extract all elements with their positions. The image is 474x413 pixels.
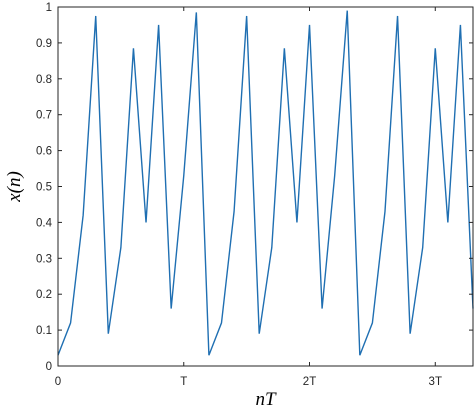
x-tick-label: 2T (303, 376, 316, 388)
x-tick-label: 3T (429, 376, 442, 388)
y-tick-label: 0.8 (36, 74, 52, 86)
y-tick-label: 0.7 (36, 110, 52, 122)
y-tick-label: 0.9 (36, 38, 52, 50)
ticks-layer: 0 T 2T 3T 0 0.1 0.2 0.3 0.4 0.5 0.6 0.7 0.8 0.9 1 (36, 2, 473, 388)
y-tick-label: 0.6 (36, 146, 52, 158)
x-tick-label: T (180, 376, 187, 388)
y-tick-label: 0.1 (36, 325, 52, 337)
y-tick-label: 0.2 (36, 289, 52, 301)
x-tick-label: 0 (55, 376, 61, 388)
y-tick-label: 0.3 (36, 253, 52, 265)
y-axis-label: x(n) (4, 171, 25, 203)
x-axis-label: nT (255, 389, 277, 410)
series-layer (57, 10, 474, 356)
plot-frame (57, 6, 474, 367)
plot-area (58, 7, 473, 366)
y-tick-label: 1 (46, 2, 52, 14)
series-line-0 (57, 10, 474, 356)
y-tick-label: 0.4 (36, 217, 53, 229)
y-tick-label: 0 (46, 361, 52, 373)
y-tick-label: 0.5 (36, 182, 52, 194)
